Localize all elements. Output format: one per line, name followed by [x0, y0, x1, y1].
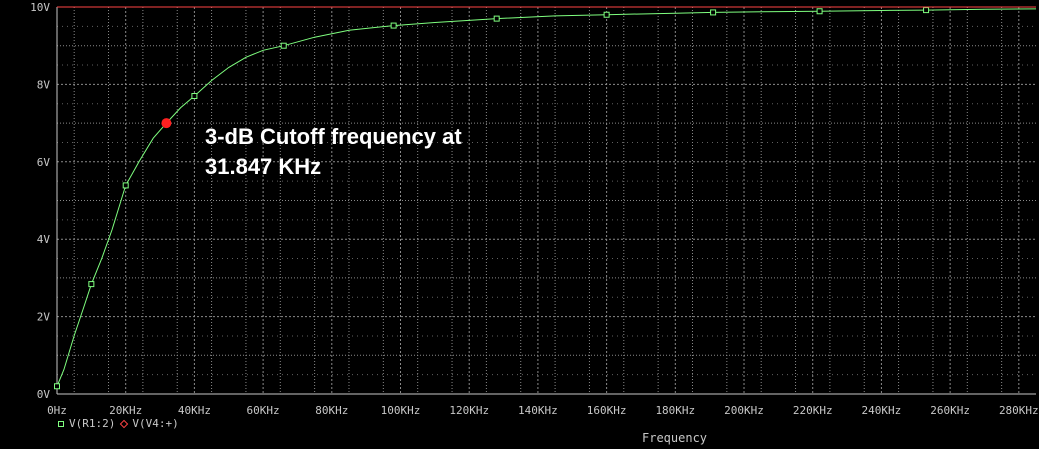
- x-axis-label: Frequency: [642, 431, 708, 445]
- x-tick-label: 120KHz: [449, 404, 489, 417]
- series-marker: [54, 383, 60, 390]
- x-tick-label: 220KHz: [793, 404, 833, 417]
- series-marker: [390, 22, 397, 29]
- legend-series-2: V(V4:+): [132, 417, 179, 430]
- cutoff-annotation: 3-dB Cutoff frequency at 31.847 KHz: [205, 122, 462, 182]
- legend: V(R1:2) V(V4:+): [58, 417, 179, 430]
- x-tick-label: 140KHz: [518, 404, 558, 417]
- series-marker: [280, 42, 287, 49]
- series-marker: [88, 281, 95, 288]
- annotation-line-2: 31.847 KHz: [205, 154, 322, 179]
- y-tick-label: 4V: [37, 233, 51, 246]
- y-tick-label: 2V: [37, 311, 51, 324]
- annotation-line-1: 3-dB Cutoff frequency at: [205, 124, 462, 149]
- x-tick-label: 0Hz: [47, 404, 67, 417]
- x-tick-label: 80KHz: [315, 404, 348, 417]
- series-marker: [603, 11, 610, 18]
- series-marker: [816, 8, 823, 15]
- y-tick-label: 6V: [37, 156, 51, 169]
- series-line-1: [56, 8, 1037, 387]
- x-tick-label: 100KHz: [381, 404, 421, 417]
- y-tick-label: 10V: [30, 1, 50, 14]
- y-tick-label: 0V: [37, 388, 51, 401]
- x-tick-label: 160KHz: [587, 404, 627, 417]
- x-tick-label: 260KHz: [930, 404, 970, 417]
- series-marker: [122, 182, 129, 189]
- x-tick-label: 60KHz: [247, 404, 280, 417]
- series-marker: [493, 15, 500, 22]
- x-tick-label: 200KHz: [724, 404, 764, 417]
- x-tick-label: 40KHz: [178, 404, 211, 417]
- series-marker: [191, 93, 198, 100]
- x-tick-label: 20KHz: [109, 404, 142, 417]
- x-tick-label: 280KHz: [999, 404, 1039, 417]
- series-marker: [923, 7, 930, 14]
- x-tick-label: 180KHz: [655, 404, 695, 417]
- legend-square-icon: [58, 421, 64, 427]
- series-marker: [710, 9, 717, 16]
- y-tick-label: 8V: [37, 78, 51, 91]
- x-tick-label: 240KHz: [862, 404, 902, 417]
- legend-diamond-icon: [120, 419, 129, 429]
- legend-series-1: V(R1:2): [69, 417, 116, 430]
- cutoff-point: [161, 118, 172, 129]
